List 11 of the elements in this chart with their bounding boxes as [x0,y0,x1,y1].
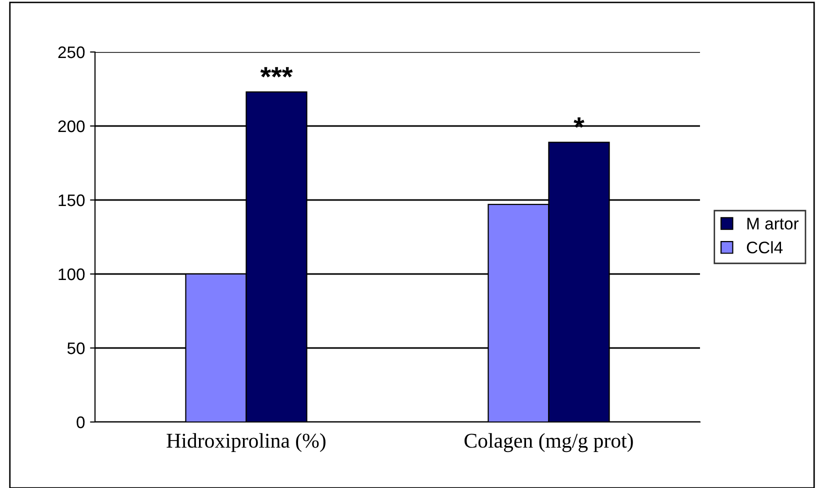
annotation: *** [260,67,293,78]
y-tick-label: 200 [58,120,85,132]
legend-label: M artor [747,218,799,230]
x-tick-label: Colagen (mg/g prot) [464,433,633,452]
y-tick-label: 150 [58,194,85,206]
y-tick-label: 250 [58,46,85,58]
y-tick-label: 0 [76,416,85,428]
x-tick-label: Hidroxiprolina (%) [166,433,326,452]
y-tick-label: 100 [58,268,85,280]
legend-label: CCl4 [746,241,783,254]
y-tick-label: 50 [67,342,85,354]
